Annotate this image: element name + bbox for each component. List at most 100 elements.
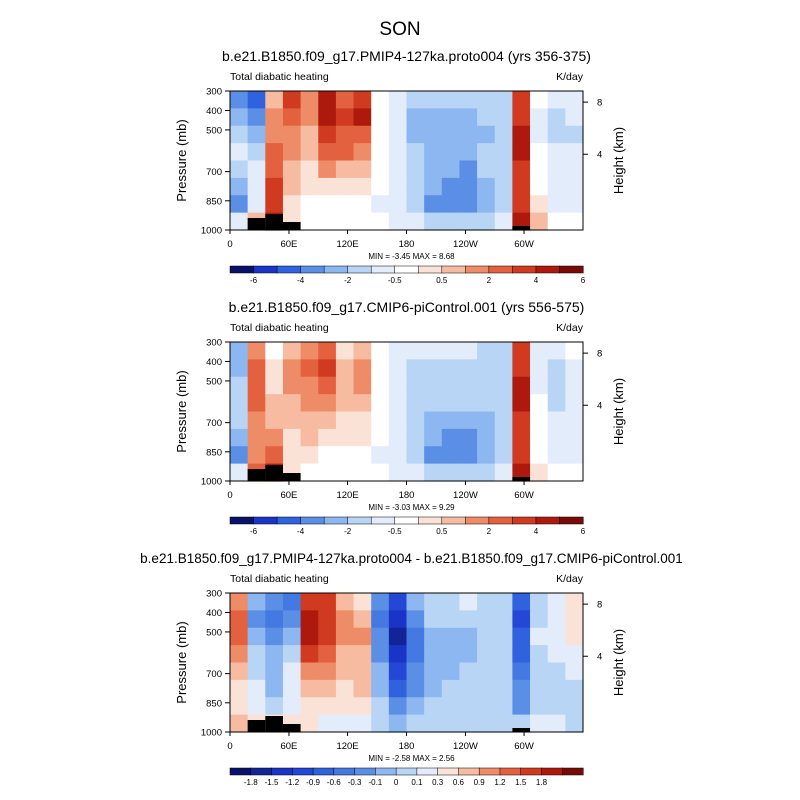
- panels: b.e21.B1850.f09_g17.PMIP4-127ka.proto004…: [140, 48, 683, 787]
- heatmap-cell: [406, 446, 425, 465]
- heatmap-cell: [282, 359, 302, 378]
- colorbar-label: 0.3: [432, 778, 444, 787]
- colorbar-label: 1.2: [494, 778, 506, 787]
- y-tick-label: 400: [206, 608, 222, 619]
- heatmap-cell: [300, 593, 319, 611]
- heatmap-cell: [300, 679, 319, 698]
- colorbar-swatch: [418, 516, 443, 525]
- x-tick-label: 180: [399, 239, 415, 250]
- heatmap-cell: [247, 342, 266, 360]
- heatmap-cell: [388, 697, 408, 716]
- heatmap-cell: [547, 593, 566, 611]
- heatmap-cell: [512, 627, 531, 646]
- heatmap-cell: [459, 428, 478, 447]
- heatmap-cell: [459, 679, 478, 698]
- heatmap-cell: [441, 125, 461, 144]
- heatmap-cell: [353, 91, 372, 109]
- heatmap-cell: [512, 446, 531, 465]
- heatmap-cell: [547, 627, 566, 646]
- heatmap-cell: [388, 342, 408, 360]
- heatmap-cell: [371, 91, 390, 109]
- heatmap-cell: [282, 91, 302, 109]
- heatmap-cell: [371, 160, 390, 179]
- heatmap-cell: [318, 446, 337, 465]
- heatmap-cell: [424, 697, 443, 716]
- x-tick-label: 120E: [336, 239, 358, 250]
- heatmap-cell: [547, 714, 566, 733]
- heatmap-cell: [565, 428, 584, 447]
- colorbar-label: 0.5: [436, 527, 448, 536]
- y-tick-label: 1000: [201, 477, 222, 488]
- heatmap-cell: [300, 91, 319, 109]
- heatmap-cell: [459, 177, 478, 196]
- heatmap-cell: [459, 627, 478, 646]
- heatmap-cells: [230, 342, 584, 482]
- heatmap-cell: [406, 714, 425, 733]
- heatmap-cell: [530, 143, 549, 162]
- heatmap-cell: [406, 679, 425, 698]
- heatmap-cell: [388, 679, 408, 698]
- terrain-mask: [265, 716, 283, 732]
- y-tick-label: 700: [206, 418, 222, 429]
- heatmap-cell: [282, 342, 302, 360]
- x-tick-label: 120E: [336, 741, 358, 752]
- colorbar-label: -0.1: [368, 778, 382, 787]
- heatmap-cell: [265, 342, 284, 360]
- heatmap-cell: [565, 212, 584, 231]
- heatmap-cell: [547, 359, 566, 378]
- colorbar-label: -0.5: [388, 276, 402, 285]
- x-tick-label: 60W: [514, 490, 534, 501]
- units-label: K/day: [556, 322, 584, 334]
- heatmap-cell: [512, 177, 531, 196]
- heatmap-cell: [459, 593, 478, 611]
- heatmap-cell: [230, 446, 249, 465]
- heatmap-cell: [318, 714, 337, 733]
- heatmap-cell: [565, 645, 584, 664]
- y-right-axis-title: Height (km): [611, 629, 626, 696]
- heatmap-cell: [477, 359, 496, 378]
- heatmap-cell: [512, 160, 531, 179]
- heatmap-cell: [441, 177, 461, 196]
- colorbar-swatch: [276, 516, 302, 525]
- heatmap-cell: [335, 394, 355, 413]
- heatmap-cell: [282, 195, 302, 214]
- heatmap-cell: [371, 446, 390, 465]
- heatmap-cell: [318, 91, 337, 109]
- heatmap-cell: [565, 610, 584, 629]
- heatmap-cell: [300, 394, 319, 413]
- heatmap-cell: [282, 160, 302, 179]
- colorbar-swatch: [416, 767, 439, 776]
- heatmap-cell: [335, 645, 355, 664]
- heatmap-cell: [300, 160, 319, 179]
- heatmap-cell: [547, 662, 566, 681]
- heatmap-cell: [424, 463, 443, 482]
- heatmap-cell: [371, 394, 390, 413]
- heatmap-cell: [530, 376, 549, 395]
- heatmap-cell: [512, 125, 531, 144]
- colorbar-swatch: [488, 265, 513, 274]
- heatmap-cell: [547, 160, 566, 179]
- heatmap-cell: [388, 428, 408, 447]
- heatmap-cell: [300, 359, 319, 378]
- heatmap-cell: [494, 359, 513, 378]
- heatmap-cell: [353, 593, 372, 611]
- x-tick-label: 60E: [280, 490, 297, 501]
- heatmap-cell: [300, 143, 319, 162]
- colorbar-swatch: [250, 767, 273, 776]
- heatmap-cell: [247, 143, 266, 162]
- terrain-mask: [247, 720, 266, 732]
- heatmap-cell: [353, 359, 372, 378]
- heatmap-cell: [494, 411, 513, 430]
- heatmap-cell: [282, 645, 302, 664]
- heatmap-cell: [547, 697, 566, 716]
- heatmap-cell: [565, 125, 584, 144]
- heatmap-cell: [459, 143, 478, 162]
- y-tick-label: 400: [206, 106, 222, 117]
- heatmap-cell: [247, 411, 266, 430]
- heatmap-cell: [230, 359, 249, 378]
- heatmap-cell: [547, 610, 566, 629]
- heatmap-cell: [441, 446, 461, 465]
- heatmap-cell: [565, 714, 584, 733]
- heatmap-cell: [353, 125, 372, 144]
